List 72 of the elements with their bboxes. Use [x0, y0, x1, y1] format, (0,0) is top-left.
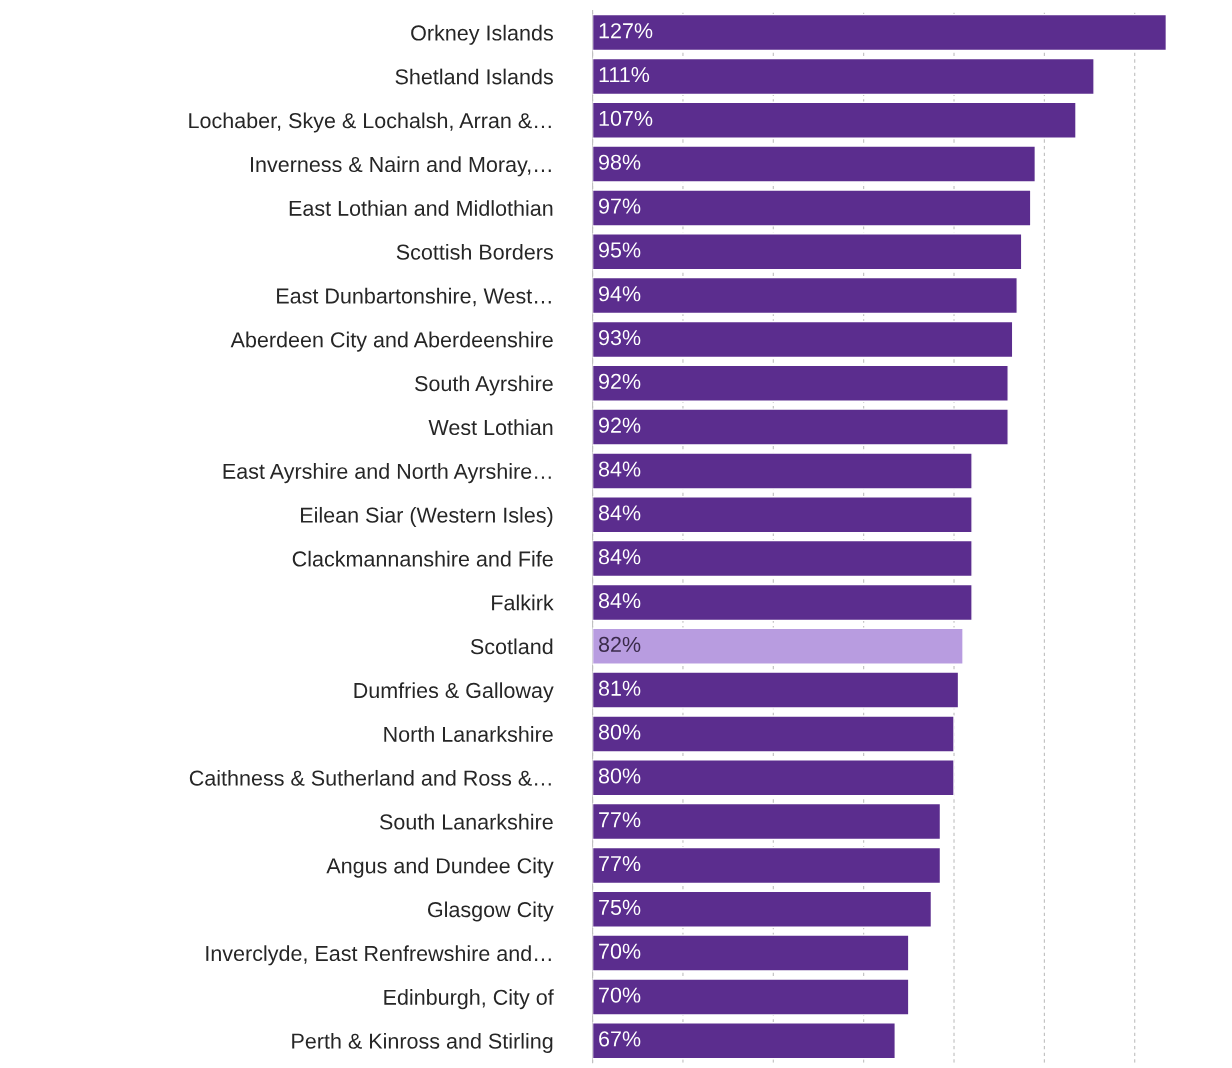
y-tick-label: Shetland Islands: [395, 68, 553, 85]
data-label: 93%: [599, 329, 641, 346]
data-label: 82%: [598, 636, 641, 653]
data-label: 95%: [599, 242, 641, 258]
y-tick-label: Scottish Borders: [396, 243, 553, 260]
data-label: 84%: [598, 461, 641, 477]
bar: [592, 496, 973, 534]
bar: [592, 57, 1095, 96]
bar: [592, 364, 1009, 402]
y-tick-label: Inverness & Nairn and Moray,…: [251, 156, 551, 177]
y-tick-label: Scotland: [470, 638, 553, 655]
bar: [592, 13, 1168, 52]
data-label: 84%: [598, 592, 641, 609]
bar: [592, 101, 1077, 139]
y-tick-label: Lochaber, Skye & Lochalsh, Arran &…: [189, 112, 551, 133]
y-tick-label: Eilean Siar (Western Isles): [301, 506, 553, 528]
bar: [592, 276, 1018, 315]
y-tick-label: Caithness & Sutherland and Ross &…: [189, 769, 551, 786]
data-label: 81%: [598, 680, 641, 696]
y-tick-label: South Ayrshire: [415, 375, 553, 396]
y-tick-label: Glasgow City: [427, 901, 554, 922]
data-label: 92%: [599, 373, 641, 390]
y-tick-label: Perth & Kinross and Stirling: [292, 1032, 553, 1054]
bar: [592, 233, 1023, 271]
data-label: 77%: [599, 856, 641, 872]
y-tick-label: Edinburgh, City of: [384, 989, 554, 1010]
y-tick-label: East Lothian and Midlothian: [289, 200, 553, 216]
bar: [592, 978, 910, 1016]
data-label: 67%: [599, 1031, 641, 1047]
data-label: 80%: [598, 724, 641, 740]
data-label: 84%: [598, 549, 641, 565]
data-label: 98%: [599, 154, 641, 170]
bar: [592, 189, 1032, 227]
y-tick-label: East Dunbartonshire, West…: [277, 287, 551, 307]
bar: [592, 715, 955, 753]
bar: [592, 890, 933, 928]
bar: [592, 627, 964, 665]
bar: [592, 802, 942, 841]
y-tick-label: South Lanarkshire: [379, 813, 553, 830]
data-label: 75%: [599, 899, 641, 916]
y-tick-label: Dumfries & Galloway: [354, 682, 554, 703]
y-tick-label: Inverclyde, East Renfrewshire and…: [206, 945, 551, 966]
y-tick-label: West Lothian: [428, 419, 553, 436]
y-tick-label: North Lanarkshire: [384, 726, 553, 742]
bar: [592, 1022, 896, 1060]
bar: [592, 320, 1014, 359]
data-label: 107%: [599, 110, 653, 127]
y-tick-label: Falkirk: [492, 594, 554, 611]
data-label: 70%: [599, 987, 641, 1003]
bar: [592, 846, 942, 885]
data-label: 80%: [598, 768, 641, 784]
y-tick-label: Clackmannanshire and Fife: [292, 550, 553, 567]
bar: [592, 539, 973, 578]
bar: [592, 452, 973, 490]
bar: [592, 934, 910, 972]
data-label: 77%: [599, 812, 641, 828]
bar: [592, 145, 1037, 183]
y-tick-label: Orkney Islands: [411, 24, 553, 45]
data-label: 111%: [599, 67, 650, 83]
y-tick-label: East Ayrshire and North Ayrshire…: [223, 463, 551, 484]
bar: [592, 671, 960, 709]
data-label: 92%: [599, 417, 641, 433]
data-label: 94%: [599, 286, 641, 302]
data-label: 97%: [599, 198, 641, 214]
data-label: 127%: [599, 23, 653, 39]
bar: [592, 759, 955, 797]
data-label: 84%: [598, 505, 641, 521]
y-tick-label: Angus and Dundee City: [326, 857, 554, 878]
bar: [592, 408, 1009, 446]
bar: [592, 583, 973, 622]
y-tick-label: Aberdeen City and Aberdeenshire: [230, 331, 553, 352]
data-label: 70%: [599, 943, 641, 959]
